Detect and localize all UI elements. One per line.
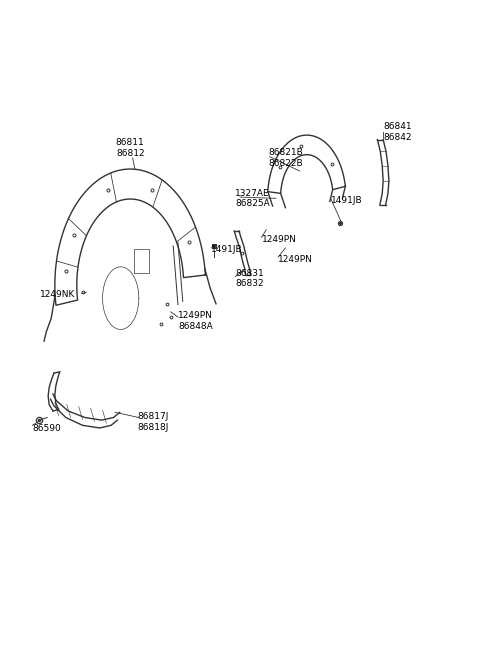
Text: 1491JB: 1491JB bbox=[211, 245, 243, 253]
Text: 1249NK: 1249NK bbox=[40, 290, 75, 299]
Text: 86817J
86818J: 86817J 86818J bbox=[137, 413, 169, 432]
Text: 1491JB: 1491JB bbox=[331, 196, 362, 205]
Text: 86831
86832: 86831 86832 bbox=[235, 269, 264, 288]
Text: 86841
86842: 86841 86842 bbox=[383, 122, 412, 141]
Text: 86811
86812: 86811 86812 bbox=[116, 138, 144, 158]
Text: 1249PN: 1249PN bbox=[278, 255, 313, 263]
Text: 86590: 86590 bbox=[33, 424, 61, 433]
Text: 1249PN
86848A: 1249PN 86848A bbox=[178, 311, 213, 331]
Text: 86821B
86822B: 86821B 86822B bbox=[269, 148, 303, 168]
Text: 1249PN: 1249PN bbox=[262, 235, 296, 244]
Text: 1327AE
86825A: 1327AE 86825A bbox=[235, 189, 270, 208]
